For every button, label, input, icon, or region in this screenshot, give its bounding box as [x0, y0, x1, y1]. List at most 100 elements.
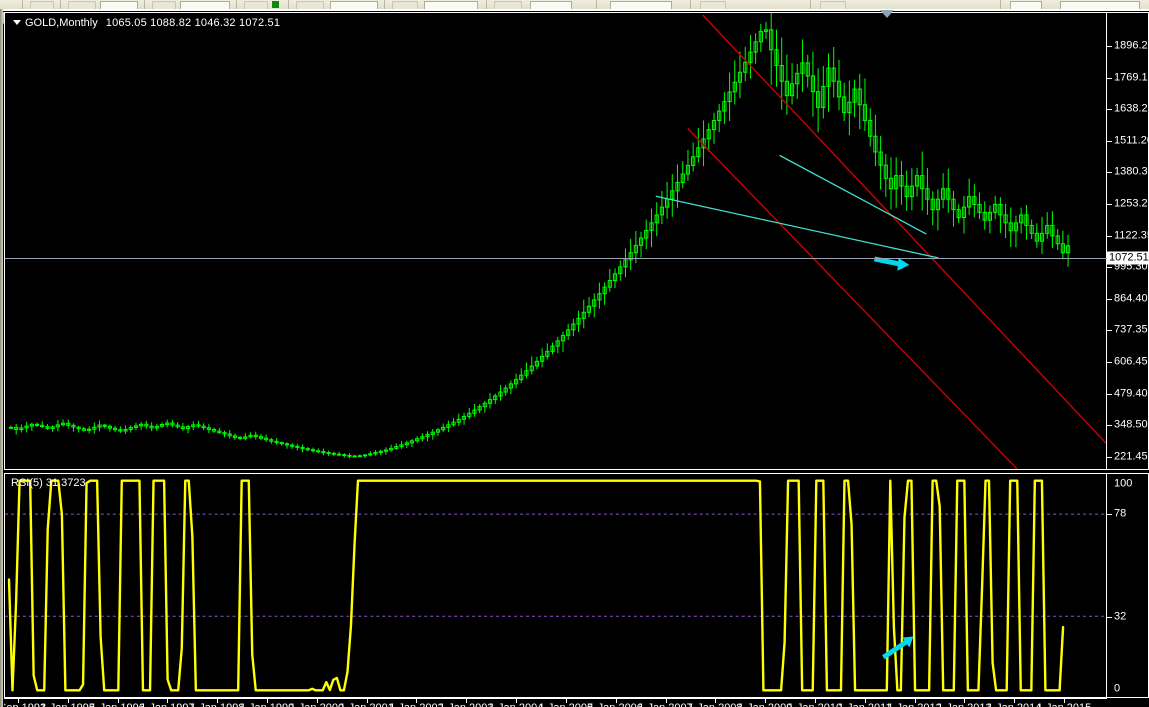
candle-body	[842, 96, 847, 114]
candle-body	[888, 177, 894, 190]
candle-body	[987, 211, 993, 221]
candle-body	[279, 442, 284, 445]
candle-body	[45, 426, 50, 429]
candle-body	[362, 454, 368, 457]
price-tick-label: 995.30	[1114, 260, 1148, 273]
date-tick	[715, 699, 717, 703]
rsi-indicator-pane[interactable]: RSI(5) 31.3723	[4, 473, 1107, 698]
date-tick-label: 1 Sep 1993	[4, 703, 46, 707]
candle-body	[795, 72, 800, 85]
candle-body	[206, 427, 211, 430]
candle-body	[816, 91, 821, 108]
candle-body	[972, 196, 977, 205]
candle-body	[253, 434, 258, 438]
date-tick	[267, 699, 269, 703]
candle-body	[706, 129, 711, 140]
price-tick-label: 606.45	[1114, 355, 1148, 368]
candle-body	[415, 438, 420, 442]
rsi-scale[interactable]: 100 78 32 0	[1107, 473, 1149, 698]
candlestick-series	[8, 13, 1071, 459]
price-tick	[1107, 456, 1112, 458]
date-tick-label: 1 Jan 2001	[339, 703, 393, 707]
candle-body	[24, 425, 29, 429]
candle-body	[19, 427, 24, 431]
candle-body	[899, 175, 904, 187]
candle-body	[139, 423, 144, 427]
candle-body	[935, 198, 941, 211]
price-tick	[1107, 235, 1112, 237]
candle-body	[144, 423, 149, 427]
candle-body	[243, 436, 248, 439]
date-tick-label: 1 Jan 2000	[290, 703, 344, 707]
candle-body	[868, 120, 873, 137]
price-tick	[1107, 77, 1112, 79]
candle-body	[305, 448, 310, 451]
rsi-line-series	[7, 479, 1065, 692]
candle-body	[670, 190, 675, 200]
candle-body	[904, 185, 909, 198]
triangle-down-icon[interactable]	[13, 20, 21, 25]
candle-body	[389, 447, 394, 451]
candle-body	[1060, 243, 1065, 254]
candle-body	[675, 181, 680, 192]
price-tick	[1107, 425, 1112, 427]
candle-body	[774, 49, 779, 66]
date-axis[interactable]: 1 Sep 19931 Jan 19951 Jan 19961 Jan 1997…	[4, 698, 1107, 707]
candle-body	[76, 426, 81, 430]
candle-body	[321, 451, 326, 454]
rsi-divergence-arrow-icon[interactable]	[882, 636, 914, 660]
candle-body	[284, 443, 290, 446]
candle-body	[998, 203, 1003, 216]
candle-body	[347, 454, 352, 457]
candle-body	[524, 370, 529, 376]
date-tick-label: 1 Jan 2002	[389, 703, 443, 707]
toolbar-separator	[60, 0, 61, 9]
candle-body	[691, 156, 696, 166]
price-chart-pane[interactable]: GOLD,Monthly 1065.05 1088.82 1046.32 1072…	[4, 12, 1108, 470]
date-tick-label: 1 Jan 2010	[788, 703, 842, 707]
candle-body	[560, 334, 566, 342]
candle-body	[508, 383, 513, 389]
candle-body	[612, 273, 618, 282]
candle-body	[722, 101, 727, 112]
candle-body	[633, 244, 638, 254]
toolbar-indicator-icon	[272, 1, 279, 8]
candle-body	[420, 436, 425, 440]
candle-body	[680, 173, 685, 183]
toolbar-separator	[144, 0, 145, 9]
candle-body	[534, 360, 540, 367]
candle-body	[71, 424, 76, 428]
date-tick	[516, 699, 518, 703]
candle-body	[826, 67, 831, 87]
symbol-label: GOLD,Monthly 1065.05 1088.82 1046.32 1072…	[13, 17, 280, 29]
candle-body	[592, 299, 597, 307]
candle-body	[201, 425, 206, 429]
candle-body	[404, 442, 409, 446]
candle-body	[191, 424, 196, 428]
trendline-wedge-upper[interactable]	[779, 154, 927, 235]
candle-body	[1008, 222, 1013, 232]
candle-body	[753, 41, 758, 53]
candle-body	[810, 75, 816, 93]
candle-body	[467, 412, 472, 417]
candle-body	[1065, 245, 1071, 254]
candle-body	[493, 395, 498, 401]
trendline-channel-upper[interactable]	[702, 14, 1106, 444]
price-breakdown-arrow-icon[interactable]	[873, 256, 910, 271]
price-scale[interactable]: 1896.20 1769.15 1638.25 1511.20 1380.30 1253.…	[1107, 12, 1149, 470]
candle-body	[909, 185, 914, 198]
candle-body	[118, 429, 123, 432]
price-tick-label: 221.45	[1114, 450, 1148, 463]
trendline-wedge-lower[interactable]	[655, 195, 939, 259]
candle-body	[113, 427, 118, 431]
candle-body	[930, 198, 935, 211]
candle-body	[920, 175, 925, 190]
trendline-channel-lower[interactable]	[687, 128, 1018, 469]
candle-body	[217, 430, 222, 434]
candle-body	[571, 323, 576, 331]
candle-body	[847, 101, 852, 114]
toolbar-separator	[690, 0, 691, 9]
candle-body	[873, 135, 878, 153]
candle-body	[451, 421, 456, 426]
crosshair-triangle-marker-icon	[880, 10, 894, 18]
